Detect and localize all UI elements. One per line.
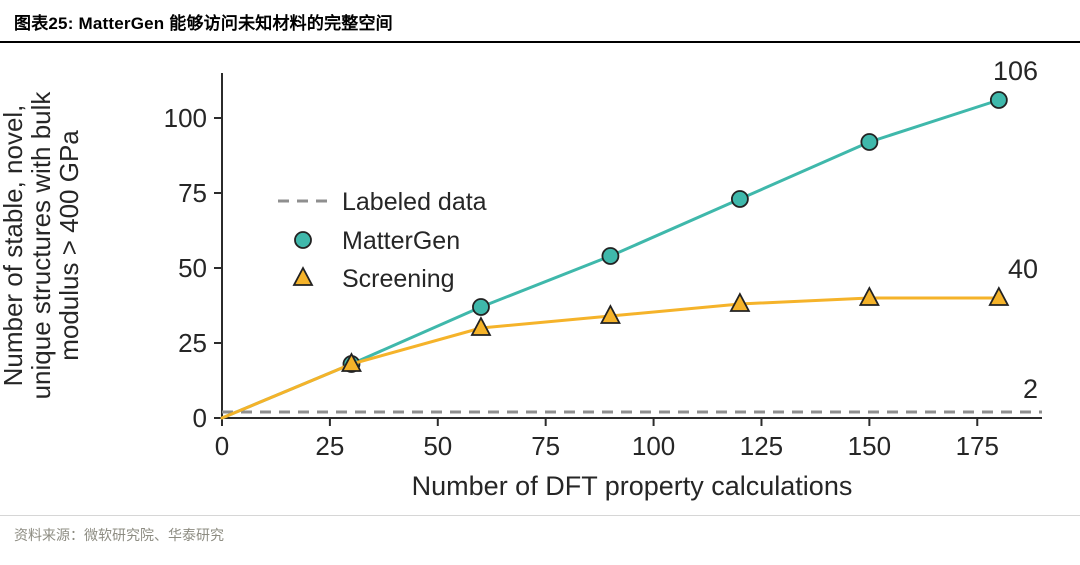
legend-item: Screening [292, 265, 455, 293]
y-tick-label: 25 [178, 328, 207, 358]
legend-circle-sample [294, 231, 312, 249]
legend-label: MatterGen [342, 227, 460, 255]
x-tick-label: 50 [423, 431, 452, 461]
y-tick-label: 0 [193, 403, 207, 433]
x-axis-title: Number of DFT property calculations [412, 471, 853, 501]
legend-label: Labeled data [342, 188, 487, 216]
source-note: 资料来源：微软研究院、华泰研究 [0, 515, 1080, 545]
chart-area: 0 25 50 75 100 125 150 175 0 25 50 75 100 2 106 40 Label… [0, 43, 1080, 513]
mattergen-marker [601, 247, 620, 265]
x-tick-label: 100 [632, 431, 675, 461]
y-tick-label: 100 [164, 103, 207, 133]
mattergen-marker [989, 91, 1008, 109]
y-axis-title: Number of stable, novel,unique structure… [0, 91, 84, 400]
screening-marker [599, 304, 621, 324]
y-tick-label: 50 [178, 253, 207, 283]
labeled-data-end-label: 2 [1023, 374, 1038, 404]
screening-marker [858, 286, 880, 306]
screening-end-label: 40 [1008, 254, 1038, 284]
legend-item: Labeled data [278, 188, 487, 216]
mattergen-end-label: 106 [993, 56, 1038, 86]
chart-svg: 0 25 50 75 100 125 150 175 0 25 50 75 100 2 106 40 Label… [0, 56, 1042, 501]
mattergen-marker [730, 190, 749, 208]
mattergen-marker [860, 133, 879, 151]
screening-marker [988, 286, 1010, 306]
legend: Labeled data MatterGen Screening [278, 188, 487, 293]
x-tick-label: 0 [215, 431, 229, 461]
legend-item: MatterGen [294, 227, 460, 255]
y-tick-label: 75 [178, 178, 207, 208]
screening-marker [470, 316, 492, 336]
x-tick-label: 75 [531, 431, 560, 461]
mattergen-marker [472, 298, 490, 316]
x-tick-label: 125 [740, 431, 783, 461]
x-tick-label: 150 [848, 431, 891, 461]
screening-marker [729, 292, 751, 312]
x-tick-label: 175 [956, 431, 999, 461]
legend-triangle-sample [292, 266, 314, 286]
x-tick-label: 25 [315, 431, 344, 461]
legend-label: Screening [342, 265, 455, 293]
screening-marker [340, 352, 362, 372]
figure-title: 图表25: MatterGen 能够访问未知材料的完整空间 [0, 0, 1080, 43]
